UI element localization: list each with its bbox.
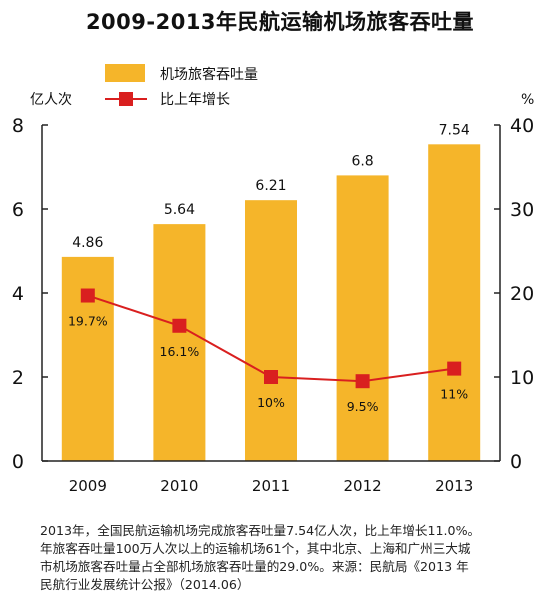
chart-title: 2009-2013年民航运输机场旅客吞吐量 — [85, 10, 475, 34]
chart-note: 2013年，全国民航运输机场完成旅客吞吐量7.54亿人次，比上年增长11.0%。… — [40, 522, 510, 594]
bar — [428, 144, 481, 461]
line-value-label: 10% — [257, 395, 285, 410]
legend-label: 比上年增长 — [160, 92, 230, 108]
y-right-tick-label: 20 — [510, 283, 534, 305]
bar — [153, 224, 206, 461]
y-left-tick-label: 0 — [12, 451, 24, 473]
y-right-tick-label: 0 — [510, 451, 522, 473]
x-tick-label: 2013 — [435, 477, 473, 495]
y-right-tick-label: 40 — [510, 115, 534, 137]
bar-value-label: 6.8 — [351, 153, 373, 169]
line-marker — [355, 374, 370, 389]
bar — [245, 200, 297, 461]
y-left-unit-label: 亿人次 — [30, 92, 72, 108]
x-tick-label: 2011 — [252, 477, 290, 495]
line-marker — [264, 370, 278, 384]
bar — [336, 175, 389, 461]
y-right-tick-label: 30 — [510, 199, 534, 221]
bar-value-label: 4.86 — [72, 235, 103, 251]
bar — [61, 256, 114, 461]
bar-value-label: 5.64 — [164, 202, 195, 218]
note-line: 民航行业发展统计公报》（2014.06） — [40, 577, 250, 592]
line-marker — [80, 288, 95, 303]
y-right-tick-label: 10 — [510, 367, 534, 389]
y-left-tick-label: 2 — [12, 367, 24, 389]
y-left-tick-label: 6 — [12, 199, 24, 221]
legend-marker-swatch — [119, 92, 133, 106]
line-marker — [447, 361, 462, 376]
note-line: 年旅客吞吐量100万人次以上的运输机场61个，其中北京、上海和广州三大城 — [40, 541, 471, 556]
x-tick-label: 2010 — [160, 477, 198, 495]
bar-value-label: 7.54 — [439, 122, 470, 138]
x-tick-label: 2012 — [344, 477, 382, 495]
y-left-tick-label: 4 — [12, 283, 24, 305]
line-value-label: 16.1% — [160, 344, 200, 359]
y-left-tick-label: 8 — [12, 115, 24, 137]
bar-value-label: 6.21 — [255, 178, 286, 194]
legend-label: 机场旅客吞吐量 — [160, 66, 258, 83]
note-line: 市机场旅客吞吐量占全部机场旅客吞吐量的29.0%。来源：民航局《2013 年 — [40, 559, 469, 574]
legend-bar-swatch — [105, 64, 145, 82]
y-right-unit-label: % — [521, 92, 534, 108]
line-value-label: 11% — [440, 387, 468, 402]
note-line: 2013年，全国民航运输机场完成旅客吞吐量7.54亿人次，比上年增长11.0%。 — [40, 523, 481, 538]
line-value-label: 9.5% — [347, 399, 379, 414]
line-value-label: 19.7% — [68, 314, 108, 329]
x-tick-label: 2009 — [69, 477, 107, 495]
line-marker — [172, 318, 187, 333]
